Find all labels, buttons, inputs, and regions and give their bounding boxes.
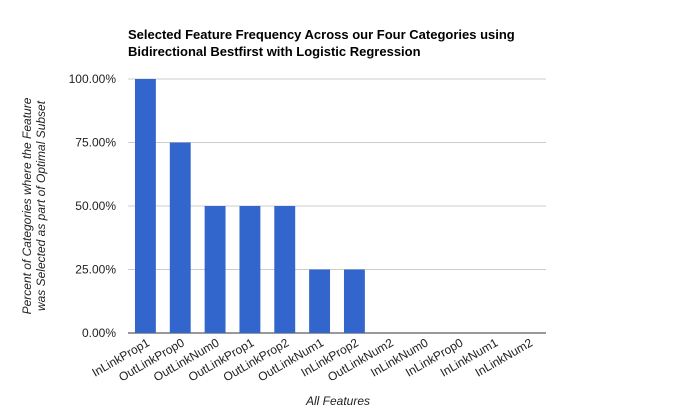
bar [204, 206, 226, 333]
y-axis-ticks: 0.00% 25.00% 50.00% 75.00% 100.00% [69, 72, 117, 340]
bar [274, 206, 296, 333]
y-tick-label: 100.00% [69, 72, 117, 86]
y-axis-label-line-1: Percent of Categories where the Feature [20, 97, 34, 314]
bar [343, 269, 365, 333]
bar [169, 142, 191, 333]
chart-title-line-1: Selected Feature Frequency Across our Fo… [128, 27, 515, 42]
bars [134, 79, 365, 333]
chart-title-line-2: Bidirectional Bestfirst with Logistic Re… [128, 44, 421, 59]
y-tick-label: 25.00% [75, 263, 116, 277]
x-axis-ticks: InLinkProp1OutLinkProp0OutLinkNum0OutLin… [89, 335, 535, 384]
bar [134, 79, 156, 333]
y-axis-label-line-2: was Selected as part of Optimal Subset [34, 100, 48, 311]
bar [239, 206, 261, 333]
gridlines [128, 78, 546, 334]
y-tick-label: 50.00% [75, 199, 116, 213]
y-tick-label: 0.00% [82, 326, 116, 340]
bar [309, 269, 331, 333]
x-axis-label: All Features [305, 394, 370, 408]
y-tick-label: 75.00% [75, 136, 116, 150]
